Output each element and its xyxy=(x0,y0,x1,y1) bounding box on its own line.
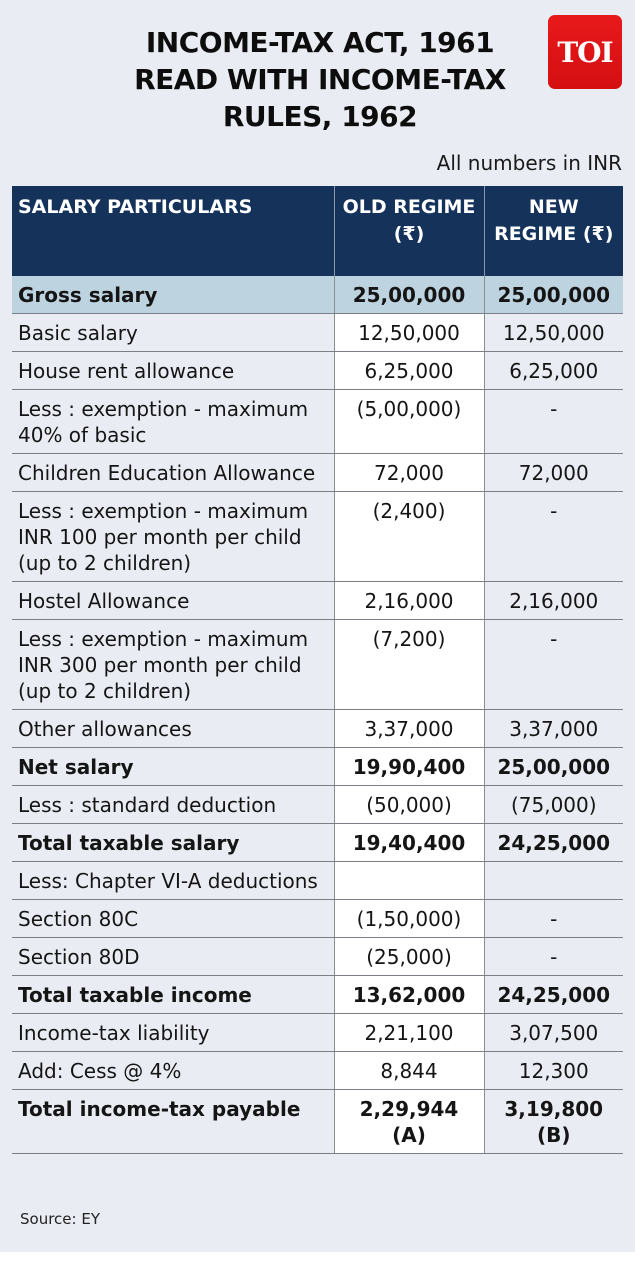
old-regime-value: 3,37,000 xyxy=(333,709,485,748)
new-regime-value: 6,25,000 xyxy=(484,351,623,390)
row-label: Hostel Allowance xyxy=(12,581,334,620)
old-regime-value: 12,50,000 xyxy=(333,313,485,352)
old-regime-value: (25,000) xyxy=(333,937,485,976)
row-label: Total taxable income xyxy=(12,975,334,1014)
new-regime-value: - xyxy=(484,491,623,582)
new-regime-value: (75,000) xyxy=(484,785,623,824)
old-regime-value: (2,400) xyxy=(333,491,485,582)
old-regime-value: 2,29,944 (A) xyxy=(333,1089,485,1154)
old-regime-value: 25,00,000 xyxy=(333,276,485,314)
units-note: All numbers in INR xyxy=(436,151,622,175)
new-regime-value: 24,25,000 xyxy=(484,823,623,862)
old-regime-value: (1,50,000) xyxy=(333,899,485,938)
row-label: Less : standard deduction xyxy=(12,785,334,824)
new-regime-value: 24,25,000 xyxy=(484,975,623,1014)
table-body: Gross salary 25,00,000 25,00,000 Basic sala… xyxy=(12,276,623,1154)
table-row: Other allowances 3,37,000 3,37,000 xyxy=(12,709,623,748)
row-label: Section 80C xyxy=(12,899,334,938)
title-line-1: INCOME-TAX ACT, 1961 xyxy=(145,26,495,59)
bottom-strip xyxy=(0,1252,635,1261)
table-row: Total taxable income 13,62,000 24,25,000 xyxy=(12,975,623,1014)
row-label: House rent allowance xyxy=(12,351,334,390)
row-label: Total taxable salary xyxy=(12,823,334,862)
row-label: Less: Chapter VI-A deductions xyxy=(12,861,334,900)
row-label: Less : exemption - maximum INR 100 per m… xyxy=(12,491,334,582)
title-line-3: RULES, 1962 xyxy=(222,100,418,133)
row-label: Basic salary xyxy=(12,313,334,352)
table-row: Basic salary 12,50,000 12,50,000 xyxy=(12,313,623,352)
row-label: Income-tax liability xyxy=(12,1013,334,1052)
new-regime-value: 12,300 xyxy=(484,1051,623,1090)
row-label: Add: Cess @ 4% xyxy=(12,1051,334,1090)
new-regime-value: 72,000 xyxy=(484,453,623,492)
row-label: Total income-tax payable xyxy=(12,1089,334,1154)
source-note: Source: EY xyxy=(20,1210,100,1228)
row-label: Section 80D xyxy=(12,937,334,976)
old-regime-value: 2,21,100 xyxy=(333,1013,485,1052)
old-regime-value: 6,25,000 xyxy=(333,351,485,390)
new-regime-value: - xyxy=(484,899,623,938)
table-row: Less: Chapter VI-A deductions xyxy=(12,861,623,900)
new-regime-value: - xyxy=(484,619,623,710)
old-regime-value: 8,844 xyxy=(333,1051,485,1090)
old-regime-value: (7,200) xyxy=(333,619,485,710)
table-row: Net salary 19,90,400 25,00,000 xyxy=(12,747,623,786)
new-regime-value: - xyxy=(484,937,623,976)
infographic-title: INCOME-TAX ACT, 1961 READ WITH INCOME-TA… xyxy=(60,24,580,135)
old-regime-value: 19,40,400 xyxy=(333,823,485,862)
column-header-particulars: SALARY PARTICULARS xyxy=(12,186,334,276)
table-row: Total taxable salary 19,40,400 24,25,000 xyxy=(12,823,623,862)
new-regime-value: 3,37,000 xyxy=(484,709,623,748)
new-regime-value: 3,19,800 (B) xyxy=(484,1089,623,1154)
table-row: Less : standard deduction (50,000) (75,000… xyxy=(12,785,623,824)
table-row: Hostel Allowance 2,16,000 2,16,000 xyxy=(12,581,623,620)
table-row: Children Education Allowance 72,000 72,000 xyxy=(12,453,623,492)
new-regime-value: 12,50,000 xyxy=(484,313,623,352)
table-row: Less : exemption - maximum 40% of basic(… xyxy=(12,389,623,454)
row-label: Other allowances xyxy=(12,709,334,748)
new-regime-value: 25,00,000 xyxy=(484,747,623,786)
old-regime-value: 19,90,400 xyxy=(333,747,485,786)
logo-text: TOI xyxy=(557,35,613,69)
table-row: Less : exemption - maximum INR 300 per m… xyxy=(12,619,623,710)
new-regime-value xyxy=(484,861,623,900)
column-header-old-regime: OLD REGIME (₹) xyxy=(333,186,485,276)
old-regime-value xyxy=(333,861,485,900)
salary-comparison-table: SALARY PARTICULARS OLD REGIME (₹) NEW RE… xyxy=(12,186,623,1154)
column-header-new-regime: NEW REGIME (₹) xyxy=(484,186,623,276)
table-row: Income-tax liability 2,21,100 3,07,500 xyxy=(12,1013,623,1052)
old-regime-value: 72,000 xyxy=(333,453,485,492)
row-label: Children Education Allowance xyxy=(12,453,334,492)
new-regime-value: 2,16,000 xyxy=(484,581,623,620)
table-row: House rent allowance 6,25,000 6,25,000 xyxy=(12,351,623,390)
table-row: Section 80D (25,000) - xyxy=(12,937,623,976)
row-label: Less : exemption - maximum 40% of basic xyxy=(12,389,334,454)
old-regime-value: 2,16,000 xyxy=(333,581,485,620)
toi-logo-icon: TOI xyxy=(548,15,622,89)
row-label: Net salary xyxy=(12,747,334,786)
new-regime-value: - xyxy=(484,389,623,454)
table-header-row: SALARY PARTICULARS OLD REGIME (₹) NEW RE… xyxy=(12,186,623,276)
table-row: Total income-tax payable 2,29,944 (A) 3,19… xyxy=(12,1089,623,1154)
table-row: Gross salary 25,00,000 25,00,000 xyxy=(12,276,623,314)
old-regime-value: (50,000) xyxy=(333,785,485,824)
old-regime-value: 13,62,000 xyxy=(333,975,485,1014)
table-row: Section 80C (1,50,000) - xyxy=(12,899,623,938)
old-regime-value: (5,00,000) xyxy=(333,389,485,454)
table-row: Add: Cess @ 4% 8,844 12,300 xyxy=(12,1051,623,1090)
new-regime-value: 3,07,500 xyxy=(484,1013,623,1052)
row-label: Gross salary xyxy=(12,276,334,314)
row-label: Less : exemption - maximum INR 300 per m… xyxy=(12,619,334,710)
title-line-2: READ WITH INCOME-TAX xyxy=(134,63,506,96)
table-row: Less : exemption - maximum INR 100 per m… xyxy=(12,491,623,582)
new-regime-value: 25,00,000 xyxy=(484,276,623,314)
